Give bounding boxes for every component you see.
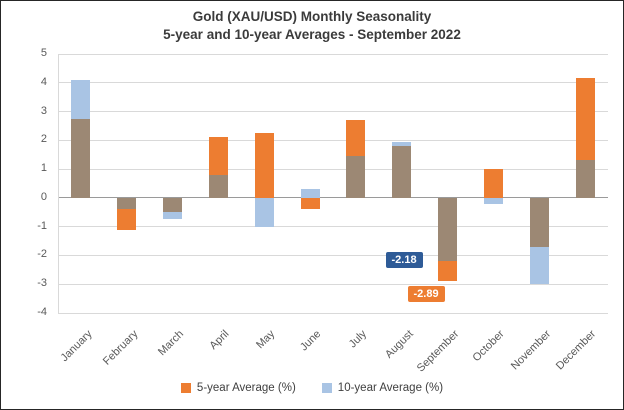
gridline: [58, 53, 608, 55]
y-axis-line: [58, 54, 59, 313]
legend-item-10-year: 10-year Average (%): [321, 382, 444, 394]
y-axis-tick-label: 5: [40, 47, 47, 59]
gridline: [58, 254, 608, 256]
legend-swatch-10-year: [321, 383, 332, 393]
bar-december-5-year: [575, 78, 595, 161]
data-label-5-year: -2.89: [407, 286, 445, 303]
bar-january-overlap: [71, 118, 91, 198]
x-axis-label-july: July: [347, 328, 370, 351]
y-axis-tick-label: 4: [40, 75, 47, 88]
x-axis-label-june: June: [298, 328, 324, 354]
legend-swatch-5-year: [180, 383, 191, 393]
x-axis-label-november: November: [508, 328, 553, 373]
bar-january-10-year: [71, 79, 91, 119]
bar-december-overlap: [575, 160, 595, 198]
gridline: [58, 168, 608, 170]
chart-title-line2: 5-year and 10-year Averages - September …: [163, 27, 461, 42]
y-axis-tick-label: -4: [37, 306, 47, 318]
bar-october-10-year: [483, 197, 503, 204]
gridline: [58, 226, 608, 228]
bar-february-5-year: [117, 209, 137, 230]
x-axis-label-january: January: [58, 328, 95, 365]
x-axis-label-october: October: [470, 328, 507, 365]
y-axis-tick-label: 1: [40, 162, 47, 175]
bar-april-overlap: [208, 174, 228, 198]
gridline: [58, 283, 608, 285]
bar-september-overlap: [438, 197, 458, 261]
y-axis-tick-label: 2: [40, 133, 47, 146]
x-axis-label-april: April: [207, 328, 232, 353]
bar-march-10-year: [163, 212, 183, 220]
bar-june-5-year: [300, 197, 320, 210]
x-axis-label-march: March: [155, 328, 187, 359]
y-axis-tick-label: 0: [40, 190, 47, 203]
data-label-10-year: -2.18: [385, 251, 423, 268]
x-axis-label-august: August: [382, 328, 416, 361]
y-axis-tick-label: 3: [40, 104, 47, 117]
gridline: [58, 312, 608, 314]
y-axis-tick-label: -1: [37, 219, 47, 232]
x-axis-label-may: May: [254, 328, 278, 352]
bar-may-10-year: [254, 197, 274, 227]
legend-label-5-year: 5-year Average (%): [196, 382, 296, 394]
y-axis-tick-label: -3: [37, 277, 47, 290]
bar-june-10-year: [300, 189, 320, 198]
bar-august-overlap: [392, 146, 412, 198]
bar-may-5-year: [254, 133, 274, 198]
bar-july-overlap: [346, 156, 366, 198]
bar-february-overlap: [117, 197, 137, 210]
y-axis-tick-label: -2: [37, 248, 47, 261]
bar-april-5-year: [208, 137, 228, 175]
x-axis-label-february: February: [100, 328, 141, 368]
gridline: [58, 111, 608, 113]
x-axis-label-december: December: [554, 328, 599, 373]
legend-item-5-year: 5-year Average (%): [180, 382, 296, 394]
chart-title-line1: Gold (XAU/USD) Monthly Seasonality: [192, 9, 432, 24]
gridline: [58, 82, 608, 84]
bar-august-10-year: [392, 141, 412, 147]
bar-september-5-year: [438, 260, 458, 282]
bar-october-5-year: [483, 169, 503, 198]
bar-november-overlap: [529, 197, 549, 247]
x-axis-label-september: September: [414, 328, 462, 375]
bar-march-overlap: [163, 197, 183, 213]
legend-label-10-year: 10-year Average (%): [337, 382, 444, 394]
legend: 5-year Average (%) 10-year Average (%): [1, 382, 623, 394]
bar-july-5-year: [346, 120, 366, 157]
zero-gridline: [58, 197, 608, 199]
bar-november-10-year: [529, 246, 549, 285]
gridline: [58, 139, 608, 141]
chart-title: Gold (XAU/USD) Monthly Seasonality 5-yea…: [1, 8, 623, 44]
